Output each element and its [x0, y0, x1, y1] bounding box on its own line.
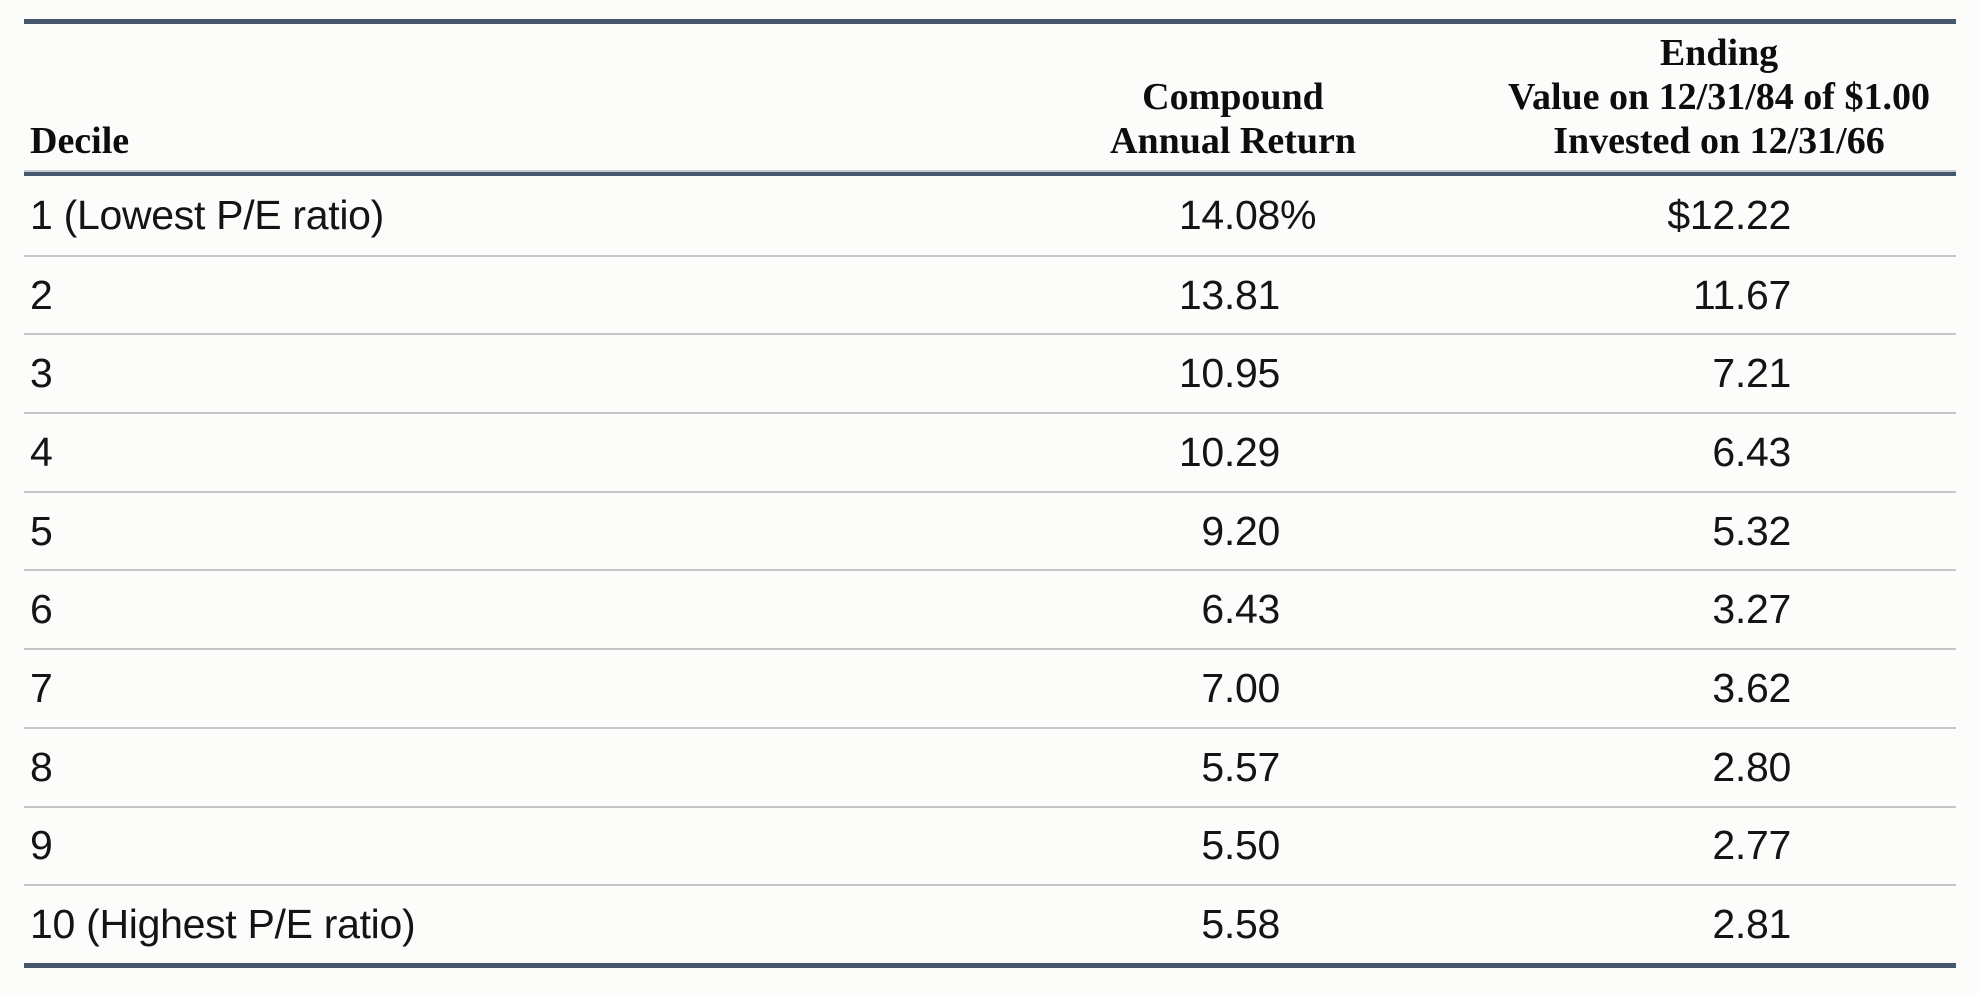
return-value: 9.20 [1201, 507, 1280, 554]
return-value: 7.00 [1201, 664, 1280, 711]
table-body: 1 (Lowest P/E ratio) 14.08% $12.22 2 13.… [24, 176, 1956, 963]
header-separator-dark [24, 172, 1956, 176]
return-header-line1: Compound [1142, 76, 1324, 118]
return-value: 6.43 [1201, 586, 1280, 633]
return-value: 5.57 [1201, 743, 1280, 790]
decile-cell: 5 [30, 507, 53, 554]
decile-cell: 1 (Lowest P/E ratio) [30, 191, 385, 238]
pe-decile-table: Decile Compound Annual Return Ending Val… [24, 19, 1956, 968]
ending-header-line1: Ending [1659, 32, 1779, 74]
table-row: 5 9.20 5.32 [24, 490, 1956, 570]
decile-cell: 9 [30, 822, 53, 869]
column-header-ending-value: Ending Value on 12/31/84 of $1.00 Invest… [1508, 31, 1930, 163]
return-cell: 13.81 [950, 272, 1280, 319]
return-header-line2: Annual Return [1110, 120, 1356, 162]
table-top-rule [24, 19, 1956, 24]
decile-cell: 7 [30, 664, 53, 711]
table-row: 4 10.29 6.43 [24, 412, 1956, 491]
column-header-compound-annual-return: Compound Annual Return [1110, 75, 1356, 163]
decile-cell: 8 [30, 743, 53, 790]
decile-cell: 6 [30, 586, 53, 633]
table-row: 1 (Lowest P/E ratio) 14.08% $12.22 [24, 176, 1956, 255]
ending-value-cell: 2.81 [1712, 901, 1791, 948]
return-cell: 7.00 [950, 665, 1280, 712]
header-separator-light [24, 170, 1956, 172]
decile-header-label: Decile [30, 120, 130, 162]
decile-cell: 3 [30, 350, 53, 397]
return-value: 13.81 [1178, 271, 1280, 318]
return-cell: 14.08% [1178, 191, 1317, 238]
return-cell: 5.50 [950, 822, 1280, 869]
ending-value-cell: 6.43 [1712, 428, 1791, 475]
table-row: 3 10.95 7.21 [24, 333, 1956, 412]
ending-header-line3: Invested on 12/31/66 [1553, 120, 1885, 162]
return-value: 5.50 [1201, 822, 1280, 869]
table-row: 6 6.43 3.27 [24, 569, 1956, 648]
ending-value-cell: 3.62 [1712, 664, 1791, 711]
decile-cell: 2 [30, 271, 53, 318]
return-value: 10.29 [1178, 428, 1280, 475]
ending-value-cell: 11.67 [1692, 271, 1791, 318]
ending-value-cell: 5.32 [1712, 507, 1791, 554]
table-row: 9 5.50 2.77 [24, 805, 1956, 885]
table-row: 10 (Highest P/E ratio) 5.58 2.81 [24, 884, 1956, 963]
table-bottom-rule [24, 962, 1956, 968]
ending-value-cell: 2.80 [1712, 743, 1791, 790]
ending-value-cell: 2.77 [1712, 822, 1791, 869]
ending-value-cell: 7.21 [1712, 350, 1791, 397]
decile-cell: 10 (Highest P/E ratio) [30, 901, 416, 948]
return-cell: 10.29 [950, 429, 1280, 476]
return-cell: 10.95 [950, 350, 1280, 397]
table-header-row: Decile Compound Annual Return Ending Val… [24, 24, 1956, 170]
ending-header-line2: Value on 12/31/84 of $1.00 [1508, 76, 1930, 118]
table-row: 7 7.00 3.62 [24, 648, 1956, 727]
ending-value-cell: $12.22 [1667, 191, 1791, 238]
table-row: 2 13.81 11.67 [24, 254, 1956, 334]
table-row: 8 5.57 2.80 [24, 726, 1956, 806]
ending-value-cell: 3.27 [1712, 586, 1791, 633]
decile-cell: 4 [30, 428, 53, 475]
return-cell: 5.57 [950, 744, 1280, 791]
column-header-decile: Decile [30, 119, 129, 163]
return-value: 5.58 [1201, 901, 1280, 948]
return-cell: 9.20 [950, 508, 1280, 555]
return-value: 10.95 [1178, 350, 1280, 397]
return-cell: 5.58 [950, 901, 1280, 948]
return-cell: 6.43 [950, 586, 1280, 633]
return-value: 14.08 [1178, 191, 1280, 238]
